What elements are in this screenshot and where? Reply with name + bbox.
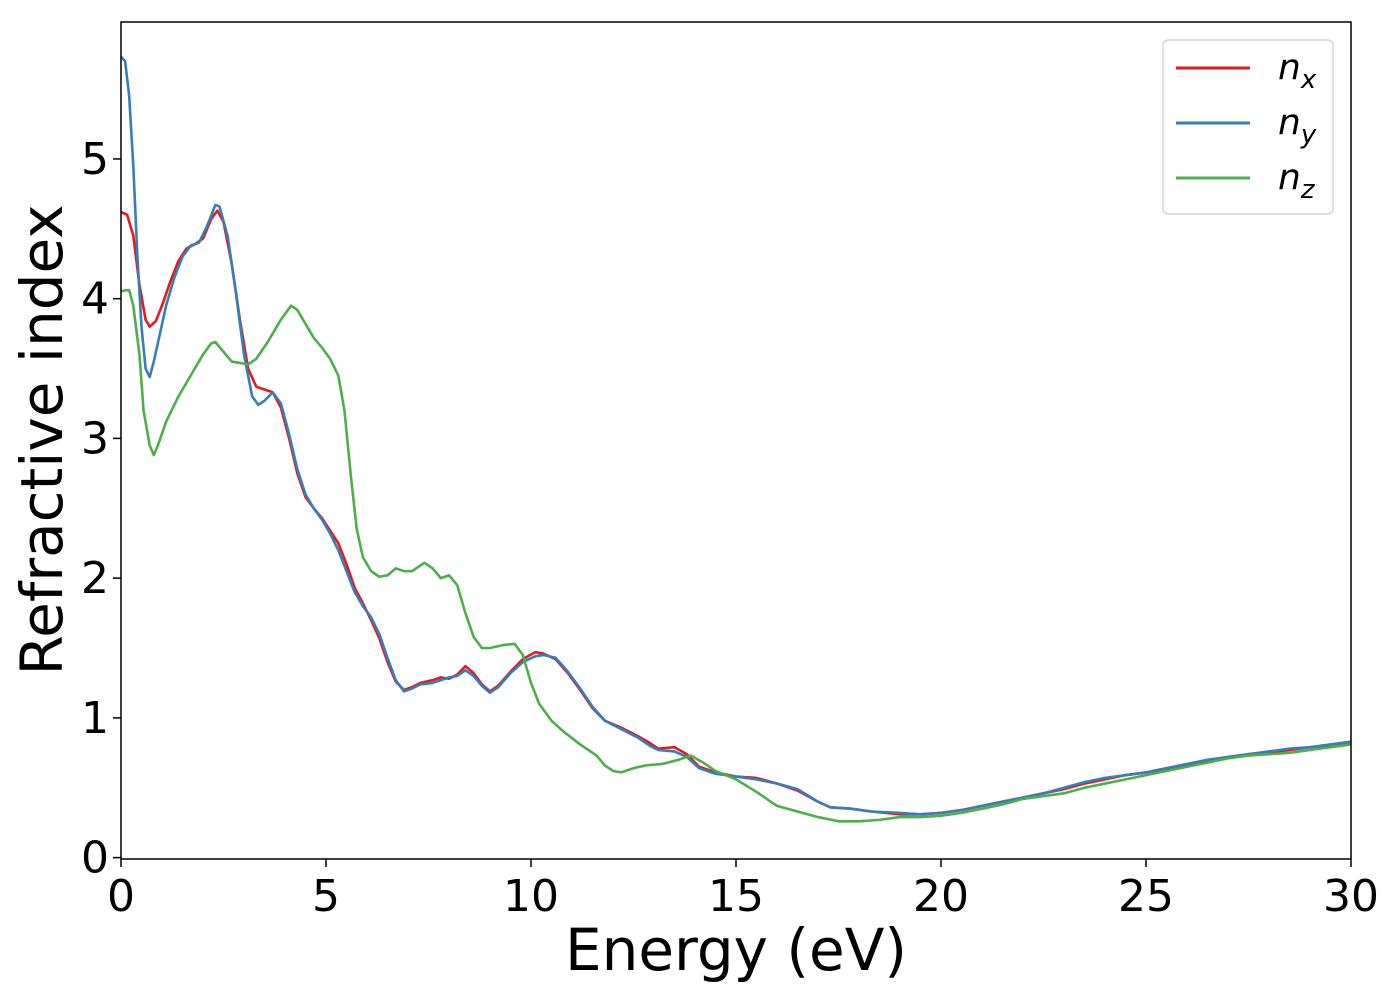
series-lines [121,55,1351,823]
x-tick-label: 10 [503,871,559,922]
legend-box [1162,39,1334,215]
y-tick-label: 3 [81,413,109,464]
x-tick-label: 15 [708,871,764,922]
x-tick-label: 20 [913,871,969,922]
series-line-n-y [121,55,1351,816]
y-tick-label: 1 [81,693,109,744]
x-tick-label: 0 [107,871,135,922]
series-line-n-x [121,209,1351,816]
y-tick-label: 2 [81,553,109,604]
legend-label-n-x: nx [1278,47,1317,95]
y-tick-label: 0 [81,833,109,884]
x-tick-label: 5 [312,871,340,922]
axes: 0 5 10 15 20 25 30 0 1 2 3 4 5 [81,21,1379,922]
x-tick-label: 30 [1323,871,1379,922]
plot-area [121,55,1351,823]
series-line-n-z [121,288,1351,823]
y-tick-label: 5 [81,134,109,185]
x-tick-label: 25 [1118,871,1174,922]
y-tick-label: 4 [81,274,109,325]
x-axis-title: Energy (eV) [565,916,907,984]
y-axis-title: Refractive index [8,204,76,675]
